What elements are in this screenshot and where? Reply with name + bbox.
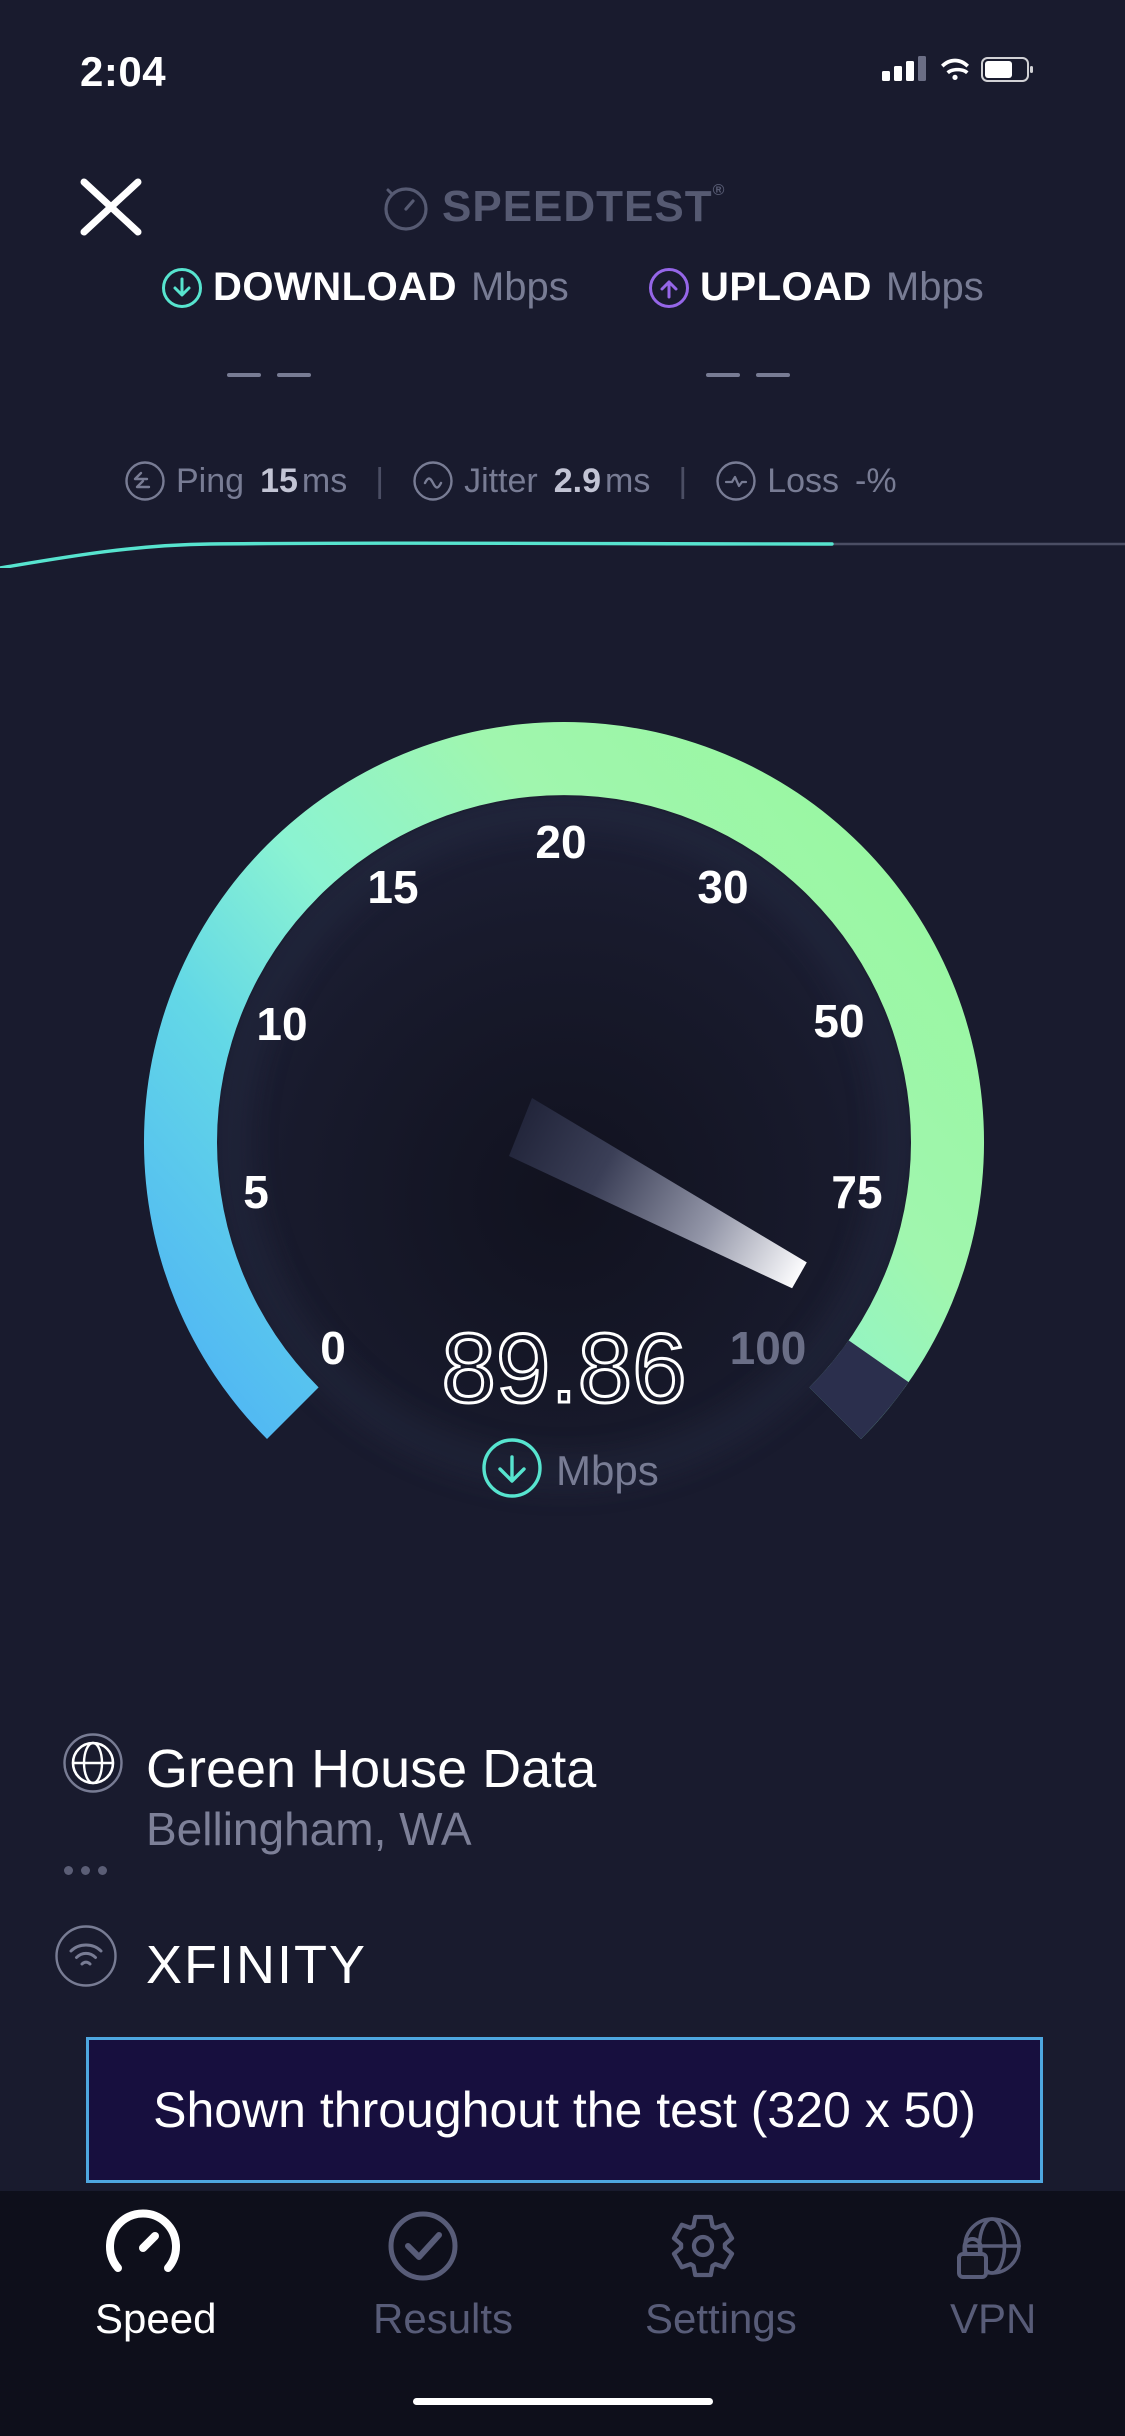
svg-text:50: 50: [813, 995, 864, 1047]
svg-text:10: 10: [256, 998, 307, 1050]
svg-text:100: 100: [730, 1322, 807, 1374]
svg-text:Mbps: Mbps: [556, 1447, 659, 1494]
svg-text:30: 30: [697, 861, 748, 913]
svg-text:5: 5: [243, 1166, 269, 1218]
svg-text:20: 20: [535, 816, 586, 868]
svg-text:89.86: 89.86: [441, 1313, 686, 1423]
svg-text:0: 0: [320, 1322, 346, 1374]
svg-text:75: 75: [831, 1166, 882, 1218]
svg-text:15: 15: [367, 861, 418, 913]
